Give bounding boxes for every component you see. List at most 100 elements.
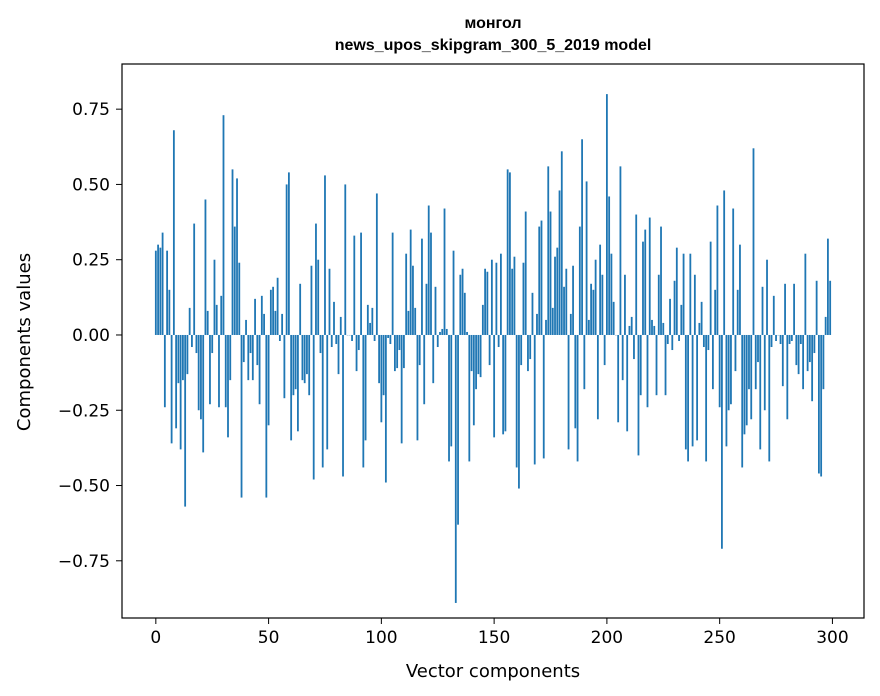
bar	[549, 211, 552, 335]
bar	[721, 334, 723, 549]
bar	[558, 190, 561, 335]
bar	[799, 334, 802, 345]
bar	[574, 334, 577, 429]
bar	[813, 334, 816, 354]
bar	[806, 334, 809, 372]
bar	[324, 175, 326, 335]
bar	[421, 238, 423, 335]
bar	[788, 334, 791, 345]
bar	[612, 301, 615, 335]
bar	[213, 259, 216, 335]
x-tick-label: 200	[591, 628, 623, 648]
bar	[423, 334, 426, 405]
bar	[592, 289, 595, 335]
bar	[245, 319, 247, 335]
bar	[215, 304, 218, 335]
bar	[768, 334, 771, 462]
bar	[416, 334, 419, 441]
bar	[344, 184, 347, 335]
bar	[382, 334, 385, 396]
bar	[817, 334, 820, 474]
bar	[583, 334, 586, 390]
bar	[711, 334, 714, 390]
bar	[784, 283, 786, 335]
bar	[412, 265, 414, 335]
bar	[527, 334, 529, 372]
bar	[179, 334, 182, 450]
bar	[554, 256, 556, 335]
bar	[459, 274, 462, 335]
bar	[486, 271, 489, 335]
bar	[181, 334, 184, 381]
bar	[209, 334, 211, 405]
bar	[739, 244, 741, 335]
bar	[594, 259, 597, 335]
bar	[405, 253, 408, 335]
bar	[730, 334, 732, 405]
bar	[754, 334, 757, 390]
bar	[797, 334, 800, 375]
bar	[687, 334, 689, 462]
bar	[734, 334, 737, 372]
bar	[518, 334, 520, 489]
bar	[748, 334, 750, 390]
bar	[457, 334, 459, 525]
bar	[452, 250, 455, 335]
x-tick-label: 50	[258, 628, 280, 648]
bar	[191, 334, 193, 348]
bar	[333, 301, 335, 335]
bar	[741, 334, 744, 468]
bar	[360, 232, 362, 335]
bar	[490, 259, 493, 335]
bar	[495, 262, 498, 335]
bar	[563, 286, 565, 335]
bar	[443, 208, 446, 335]
bar	[427, 205, 430, 335]
bar	[770, 334, 773, 348]
bar	[380, 334, 383, 423]
bar	[617, 334, 620, 423]
x-tick-label: 100	[365, 628, 397, 648]
bar	[470, 334, 473, 372]
bar	[321, 334, 324, 468]
bar	[709, 241, 712, 335]
bar	[660, 226, 662, 335]
y-tick-label: −0.25	[58, 401, 110, 421]
bar	[745, 334, 748, 426]
bar	[445, 328, 448, 335]
bar	[488, 334, 491, 366]
bar	[389, 334, 392, 345]
bar	[693, 274, 696, 335]
bar	[197, 334, 200, 411]
bar	[642, 241, 644, 335]
bar	[578, 226, 581, 335]
bar	[170, 334, 173, 444]
bar	[531, 292, 534, 335]
bar	[231, 169, 234, 335]
bar	[186, 334, 189, 375]
bar	[637, 334, 640, 456]
y-tick-label: 0.25	[72, 251, 110, 271]
bar	[168, 289, 171, 335]
bar	[700, 301, 703, 335]
bar	[285, 184, 288, 335]
bar	[624, 274, 626, 335]
bar	[608, 196, 611, 335]
bar	[297, 334, 299, 432]
bar	[292, 334, 295, 396]
bar	[775, 334, 777, 341]
bar	[560, 151, 563, 335]
bar	[425, 283, 428, 335]
bar	[630, 316, 633, 335]
bar	[698, 322, 701, 335]
bar	[269, 289, 272, 335]
bar	[576, 334, 579, 462]
bar	[752, 148, 755, 335]
bar	[581, 139, 583, 335]
bar	[211, 334, 214, 354]
bar	[393, 334, 396, 372]
bar	[772, 295, 775, 335]
bar	[177, 334, 180, 384]
bar	[786, 334, 789, 420]
